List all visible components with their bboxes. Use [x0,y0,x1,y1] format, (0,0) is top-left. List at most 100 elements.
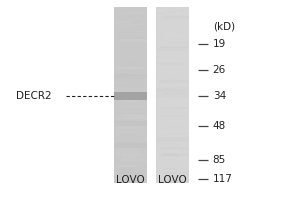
Bar [116,84,147,87]
Text: 117: 117 [213,174,232,184]
Bar [162,92,187,94]
Bar [156,35,173,38]
Bar [122,180,147,182]
Bar [117,126,145,128]
Bar [163,153,189,156]
Bar [160,16,189,20]
Bar [161,169,184,170]
Bar [118,90,132,91]
Bar [114,74,129,76]
Bar [117,106,142,107]
Bar [160,147,189,150]
Bar [119,68,134,71]
Bar [164,87,189,89]
Bar [123,70,147,71]
Bar [161,99,176,103]
Bar [123,76,138,78]
Bar [156,93,189,98]
Bar [158,106,188,107]
Bar [115,116,140,117]
Bar [161,115,188,117]
Text: LOVO: LOVO [116,175,145,185]
Bar [117,153,141,156]
Bar [165,158,182,159]
Bar [118,160,147,162]
Bar [165,149,181,151]
Bar [165,120,187,122]
Bar [123,170,147,173]
Bar [163,49,180,52]
Bar [157,107,175,109]
Bar [158,9,179,13]
Bar [160,47,188,49]
Bar [115,127,142,130]
Bar [121,168,134,171]
Bar [114,121,147,126]
Text: (kD): (kD) [213,22,235,32]
Bar [119,159,147,161]
Bar [116,67,142,69]
Bar [122,26,147,28]
Bar [156,98,186,99]
Bar [114,74,147,79]
Bar [123,175,141,177]
Bar [163,144,182,147]
Bar [163,141,188,142]
Bar [122,119,135,120]
Bar [120,22,140,24]
Bar [162,38,178,41]
Bar [160,175,189,177]
Bar [165,100,189,103]
Text: DECR2: DECR2 [16,91,51,101]
Bar [163,84,178,87]
Bar [122,100,139,103]
Bar [124,176,147,179]
Bar [163,42,189,44]
Bar [122,123,147,126]
Bar [156,7,189,183]
Text: LOVO: LOVO [158,175,187,185]
Bar [120,23,147,26]
Bar [115,120,147,123]
Bar [157,59,174,61]
Bar [117,113,146,115]
Bar [164,92,184,95]
Bar [166,176,187,178]
Bar [157,63,186,65]
Bar [115,117,146,120]
Bar [166,133,189,134]
Bar [119,172,143,174]
Bar [165,172,189,174]
Bar [124,15,147,17]
Bar [156,88,177,91]
Bar [163,168,178,170]
Bar [122,155,137,159]
Bar [163,158,189,159]
Bar [162,27,178,29]
Bar [118,150,140,153]
Bar [114,143,147,148]
Bar [165,10,184,12]
Bar [165,88,189,89]
Bar [120,37,143,39]
Bar [120,114,143,117]
Bar [160,180,188,183]
Bar [165,33,178,37]
Bar [160,111,189,113]
Bar [116,35,133,36]
Bar [159,154,178,157]
Text: 85: 85 [213,155,226,165]
Bar [164,111,177,113]
Bar [120,175,146,176]
Bar [120,132,134,133]
Bar [159,80,189,83]
Bar [121,85,147,86]
Bar [122,25,147,27]
Bar [116,73,130,76]
Bar [157,143,182,145]
Bar [162,107,188,109]
Bar [122,62,140,65]
Bar [160,46,188,48]
Bar [121,31,144,32]
Bar [123,39,142,41]
